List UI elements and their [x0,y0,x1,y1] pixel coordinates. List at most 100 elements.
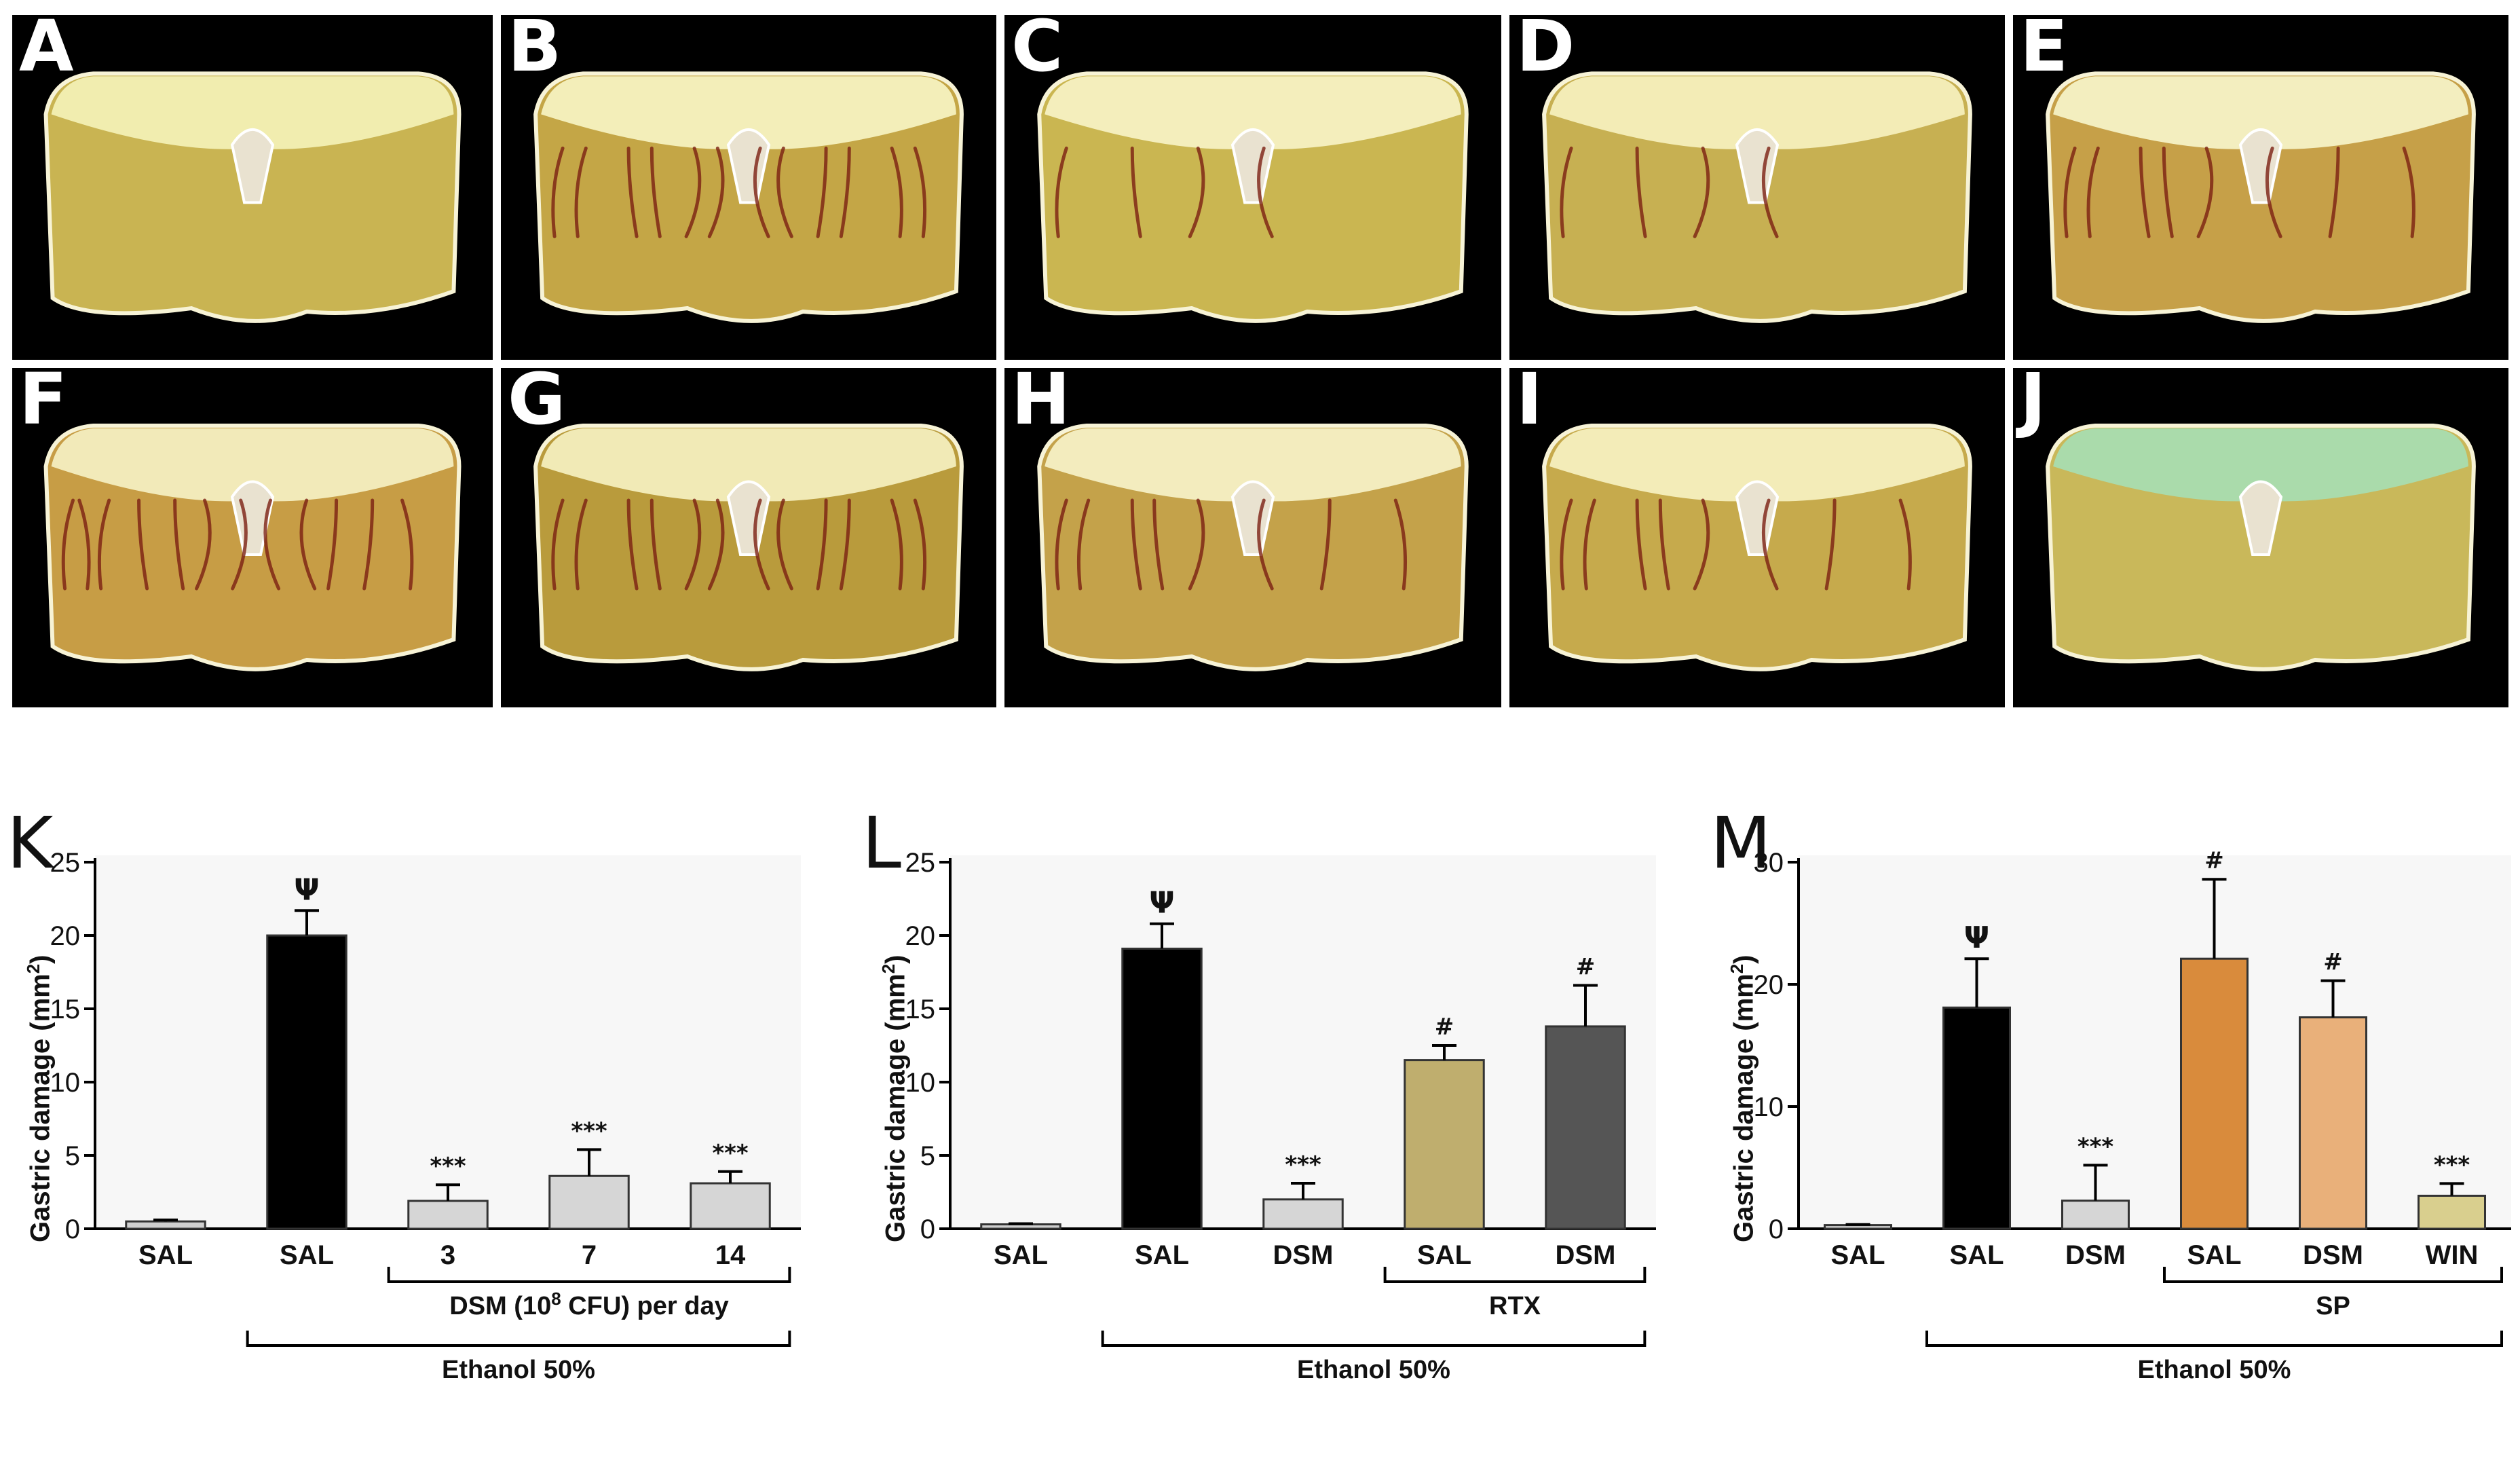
hemorrhagic-lesion [1188,498,1205,591]
hemorrhagic-lesion [551,146,565,238]
hemorrhagic-lesion [1055,146,1068,238]
hemorrhagic-lesion [1658,498,1670,591]
hemorrhagic-lesion [684,498,702,591]
hemorrhagic-lesion [1188,146,1205,238]
hemorrhagic-lesion [776,146,793,238]
y-tick-label: 10 [905,1068,936,1098]
y-tick-label: 10 [1754,1092,1784,1122]
bar [266,934,347,1230]
hemorrhagic-lesion [173,498,185,591]
chart-letter: K [7,802,54,885]
hemorrhagic-lesion [913,146,927,238]
hemorrhagic-lesion [650,498,662,591]
group-label: Ethanol 50% [442,1356,595,1384]
chart-letter: M [1710,802,1771,885]
hemorrhagic-lesion [1393,498,1407,591]
y-tick-label: 15 [905,995,936,1024]
forestomach-region [2053,76,2468,149]
significance-marker: # [1576,953,1596,980]
chart-m-plot: 0 10 20 30 SAL Ψ SAL *** DSM # SAL # DSM *** WIN SP Etha… [1754,847,2511,1384]
hemorrhagic-lesion [1824,498,1837,591]
stomach-section-image [533,71,964,323]
hemorrhagic-lesion [1055,498,1068,591]
chart-m: M Gastric damage (mm2) 0 10 20 30 SAL Ψ SAL ***… [1710,808,2518,1473]
y-tick-label: 5 [920,1141,935,1171]
stomach-section-image [2046,71,2476,323]
y-tick-label: 0 [1769,1214,1784,1244]
y-tick-label: 20 [1754,970,1784,1000]
y-tick-label: 25 [905,848,936,878]
hemorrhagic-lesion [299,498,317,591]
hemorrhagic-lesion [707,146,725,238]
hemorrhagic-lesion [2265,146,2282,238]
hemorrhagic-lesion [2328,146,2340,238]
stomach-section-image [1542,71,1972,323]
bar [1942,1006,2011,1230]
hemorrhagic-lesion [1130,146,1142,238]
hemorrhagic-lesion [2162,146,2174,238]
panel-letter: G [508,368,566,441]
panel-letter: H [1011,368,1071,441]
y-tick-label: 10 [50,1068,81,1098]
hemorrhagic-lesion [2086,146,2100,238]
x-tick-label: DSM [1556,1240,1616,1270]
x-tick-label: SAL [1831,1240,1885,1270]
bar [1545,1025,1626,1230]
panel-letter: J [2020,368,2046,441]
x-tick-label: DSM [1273,1240,1334,1270]
group-bracket [387,1267,791,1283]
photo-panel-d: D [1509,15,2005,360]
hemorrhagic-lesion [551,498,565,591]
forestomach-region [1549,428,1965,502]
stomach-section-image [1037,71,1469,323]
group-label-suffix: CFU) per day [561,1292,729,1320]
x-tick-label: SAL [1135,1240,1189,1270]
hemorrhagic-lesion [2063,146,2077,238]
panel-letter: I [1516,368,1543,441]
hemorrhagic-lesion [137,498,149,591]
chart-l: L Gastric damage (mm2) 0 5 10 15 20 25 SAL Ψ SAL… [862,808,1676,1473]
stomach-section-image [43,424,462,671]
hemorrhagic-lesion [1761,498,1779,591]
group-label-exponent: 8 [551,1288,561,1309]
significance-marker: *** [571,1117,607,1145]
y-tick-label: 20 [905,921,936,951]
stomach-section-image [1542,424,1972,671]
bar [2180,957,2249,1230]
hemorrhagic-lesion [1693,146,1710,238]
tissue-photo-grid: A B C D E F G H I J [0,0,2520,720]
photo-panel-j: J [2013,368,2508,707]
hemorrhagic-lesion [753,146,770,238]
group-label: Ethanol 50% [2138,1356,2291,1384]
hemorrhagic-lesion [1693,498,1710,591]
hemorrhagic-lesion [1257,146,1274,238]
group-label: Ethanol 50% [1297,1356,1450,1384]
significance-marker: Ψ [1964,921,1989,955]
bar [2299,1016,2367,1230]
stomach-section-image [43,71,462,323]
group-label: RTX [1489,1292,1541,1320]
hemorrhagic-lesion [1152,498,1165,591]
hemorrhagic-lesion [326,498,339,591]
limiting-ridge [2238,480,2283,556]
hemorrhagic-lesion [1898,498,1912,591]
hemorrhagic-lesion [816,146,828,238]
group-bracket [1383,1267,1647,1283]
hemorrhagic-lesion [1130,498,1142,591]
panel-letter: A [19,15,74,88]
y-tick-label: 0 [65,1214,80,1244]
x-tick-label: 14 [715,1240,746,1270]
hemorrhagic-lesion [574,498,588,591]
limiting-ridge [230,128,275,204]
hemorrhagic-lesion [816,498,828,591]
significance-marker: # [1435,1014,1454,1041]
bar [2418,1194,2486,1230]
significance-marker: *** [430,1153,466,1180]
x-tick-label: SAL [994,1240,1048,1270]
hemorrhagic-lesion [1257,498,1274,591]
hemorrhagic-lesion [626,498,639,591]
photo-panel-a: A [12,15,493,360]
significance-marker: *** [2077,1133,2114,1160]
bar [407,1200,489,1230]
bar [548,1174,630,1230]
